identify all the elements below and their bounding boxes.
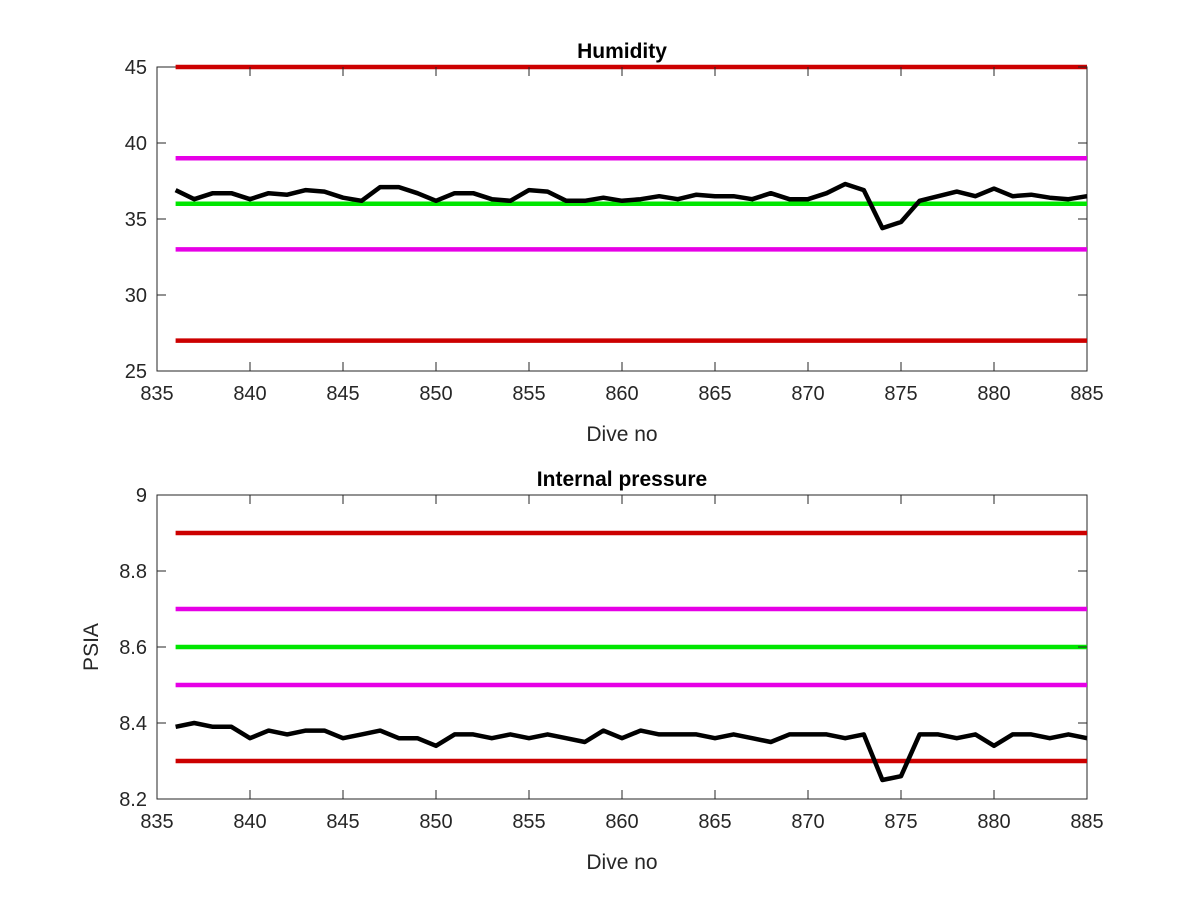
y-tick-label: 25: [125, 361, 147, 383]
x-tick-label: 860: [605, 811, 638, 833]
y-tick-label: 35: [125, 209, 147, 231]
x-tick-label: 885: [1070, 811, 1103, 833]
x-tick-label: 875: [884, 811, 917, 833]
series-line-0: [174, 181, 1088, 231]
y-tick-label: 40: [125, 133, 147, 155]
x-tick-label: 835: [140, 383, 173, 405]
x-tick-label: 850: [419, 811, 452, 833]
x-tick-label: 880: [977, 383, 1010, 405]
x-tick-label: 845: [326, 811, 359, 833]
y-tick-label: 45: [125, 57, 147, 79]
chart-title: Humidity: [577, 40, 667, 63]
x-tick-label: 840: [233, 383, 266, 405]
y-tick-label: 8.2: [119, 789, 147, 811]
y-tick-label: 8.8: [119, 561, 147, 583]
x-tick-label: 870: [791, 383, 824, 405]
x-tick-label: 860: [605, 383, 638, 405]
series-line-0: [175, 720, 1088, 783]
y-axis-label: PSIA: [80, 623, 103, 671]
internal-pressure-panel: 835 840 845 850 855 860 865 870 875 880 885 8.2 8.4 8…: [80, 468, 1104, 874]
x-tick-label: 855: [512, 811, 545, 833]
x-tick-label: 885: [1070, 383, 1103, 405]
y-tick-label: 8.4: [119, 713, 147, 735]
y-tick-label: 9: [136, 485, 147, 507]
axes-box: [156, 66, 1088, 372]
x-tick-label: 840: [233, 811, 266, 833]
humidity-panel: 835 840 845 850 855 860 865 870 875 880 885 25 30 35 4…: [125, 40, 1104, 446]
chart-title: Internal pressure: [537, 468, 707, 491]
y-tick-label: 8.6: [119, 637, 147, 659]
x-tick-label: 870: [791, 811, 824, 833]
x-tick-label: 865: [698, 811, 731, 833]
x-tick-label: 875: [884, 383, 917, 405]
x-tick-label: 845: [326, 383, 359, 405]
x-axis-label: Dive no: [586, 851, 657, 874]
x-tick-label: 850: [419, 383, 452, 405]
x-tick-label: 855: [512, 383, 545, 405]
y-tick-label: 30: [125, 285, 147, 307]
x-tick-label: 865: [698, 383, 731, 405]
x-tick-label: 880: [977, 811, 1010, 833]
x-tick-label: 835: [140, 811, 173, 833]
x-axis-label: Dive no: [586, 423, 657, 446]
